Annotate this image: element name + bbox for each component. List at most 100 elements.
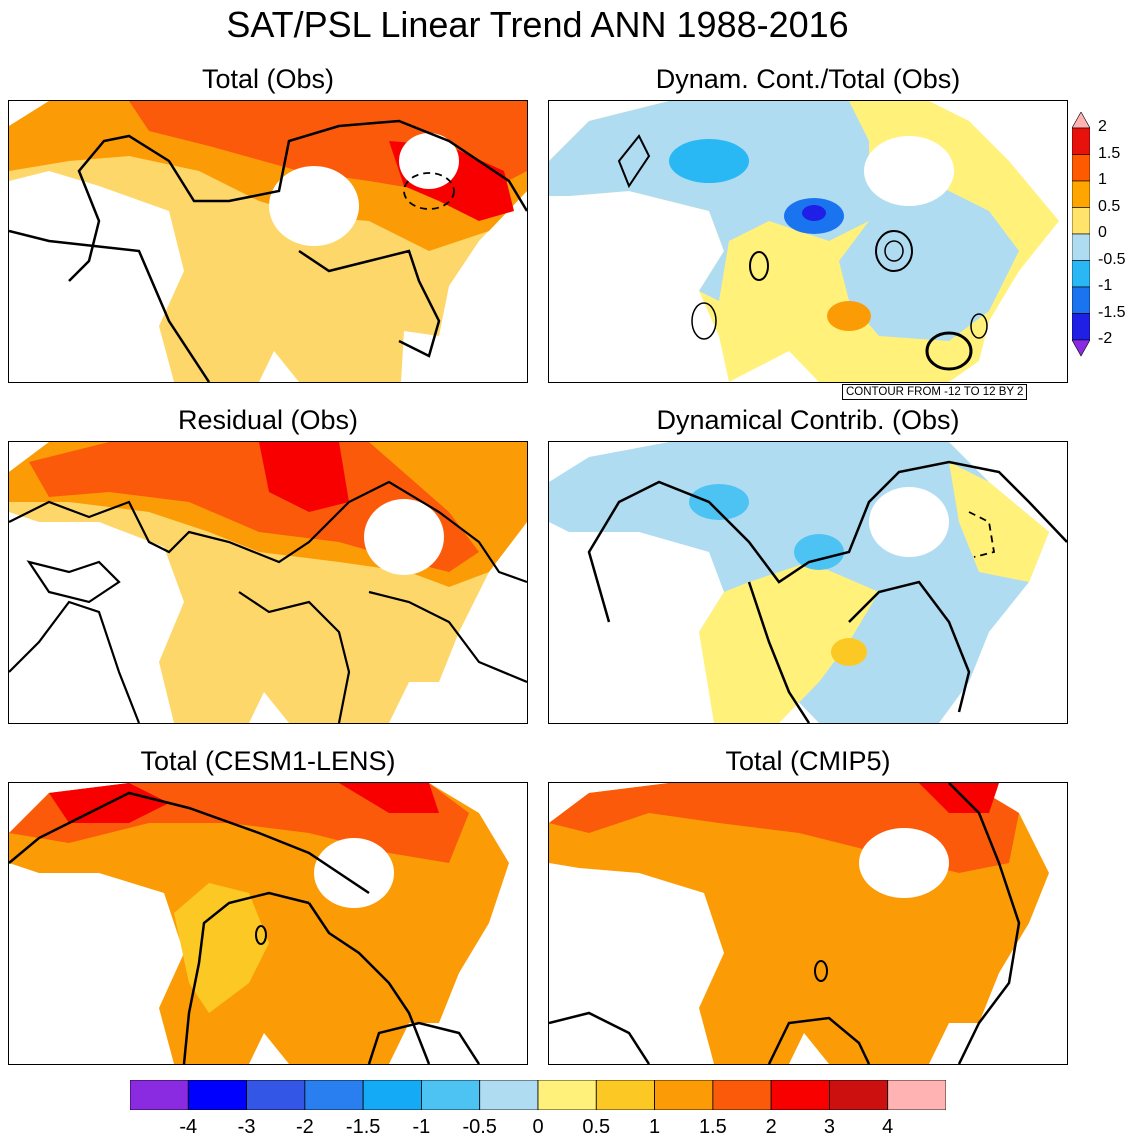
arctic-max <box>339 783 439 813</box>
psl-contour <box>549 1011 651 1064</box>
trend-colorbar-box <box>187 1080 247 1110</box>
figure-title: SAT/PSL Linear Trend ANN 1988-2016 <box>226 4 849 45</box>
ratio-colorbar-label: -0.5 <box>1098 250 1126 268</box>
arctic-max <box>259 442 349 512</box>
psl-contour <box>238 591 351 723</box>
trend-colorbar-box <box>304 1080 364 1110</box>
trend-colorbar-label: -3 <box>237 1116 256 1138</box>
hudson-bay <box>864 136 954 206</box>
psl-contour <box>9 229 211 382</box>
ratio-colorbar-box <box>1072 233 1090 261</box>
psl-contour <box>767 1016 871 1064</box>
psl-contour <box>182 891 310 1064</box>
trend-colorbar-box <box>654 1080 714 1110</box>
hudson-bay <box>364 499 444 575</box>
trend-colorbar-label: -4 <box>179 1116 198 1138</box>
psl-contour-dashed <box>968 511 996 558</box>
trend-colorbar <box>130 1080 946 1110</box>
panel-title-total-lens: Total (CESM1-LENS) <box>140 746 396 776</box>
psl-contour <box>26 560 121 604</box>
map-total-lens <box>8 782 528 1065</box>
trend-colorbar-box <box>887 1080 946 1110</box>
ratio-colorbar <box>1072 112 1090 357</box>
trend-colorbar-box <box>246 1080 306 1110</box>
psl-contour <box>298 249 441 358</box>
psl-contour <box>970 313 988 339</box>
trend-colorbar-label: 0 <box>532 1116 544 1138</box>
trend-colorbar-box <box>537 1080 597 1110</box>
ratio-colorbar-under-triangle <box>1072 339 1090 357</box>
psl-contour <box>368 590 527 684</box>
trend-colorbar-label: -2 <box>295 1116 314 1138</box>
psl-contour <box>9 600 141 723</box>
ratio-colorbar-box <box>1072 180 1090 208</box>
psl-contour <box>749 251 769 281</box>
hudson-bay <box>269 166 359 246</box>
psl-contour <box>9 480 527 584</box>
psl-contour <box>617 134 651 189</box>
ratio-colorbar-box <box>1072 260 1090 288</box>
panel-title-dyn-contrib-obs: Dynamical Contrib. (Obs) <box>656 405 960 435</box>
trend-colorbar-box <box>421 1080 481 1110</box>
contour-note: CONTOUR FROM -12 TO 12 BY 2 <box>842 384 1028 400</box>
northeast-positive <box>949 462 1049 582</box>
trend-colorbar-box <box>829 1080 889 1110</box>
negative-patch <box>794 534 844 570</box>
ratio-colorbar-label: 0.5 <box>1098 197 1121 215</box>
panel-title-total-cmip5: Total (CMIP5) <box>725 746 891 776</box>
psl-contour <box>307 902 431 1064</box>
psl-contour <box>875 230 913 272</box>
negative-patch <box>689 484 749 520</box>
trend-colorbar-box <box>712 1080 772 1110</box>
hudson-bay <box>869 487 949 557</box>
psl-contour <box>747 581 811 723</box>
ratio-colorbar-label: 0 <box>1098 224 1107 241</box>
ratio-colorbar-box <box>1072 313 1090 341</box>
east-us-negative <box>839 161 1019 341</box>
map-residual-obs <box>8 441 528 724</box>
ratio-colorbar-box <box>1072 127 1090 155</box>
psl-contour <box>367 1021 481 1064</box>
psl-contour <box>948 783 1021 1064</box>
psl-contour <box>925 331 973 371</box>
greenland-ice <box>399 133 459 189</box>
ratio-colorbar-label: 1.5 <box>1098 144 1121 162</box>
strongest-negative <box>802 205 826 221</box>
ratio-colorbar-label: -1 <box>1098 277 1113 294</box>
psl-contour <box>587 460 1067 623</box>
psl-contour <box>691 302 717 340</box>
trend-colorbar-label: 4 <box>882 1116 894 1138</box>
west-canada-negative <box>549 101 869 301</box>
psl-contour <box>848 580 971 713</box>
map-dyn-ratio-obs <box>548 100 1068 383</box>
trend-colorbar-label: 3 <box>823 1116 835 1138</box>
trend-colorbar-box <box>770 1080 830 1110</box>
hudson-bay <box>314 838 394 908</box>
panel-title-residual-obs: Residual (Obs) <box>177 405 359 435</box>
trend-colorbar-label: -1 <box>412 1116 431 1138</box>
ratio-colorbar-label: -2 <box>1098 330 1113 347</box>
central-cool-band <box>174 883 269 1013</box>
southwest-positive <box>699 562 879 723</box>
psl-contour <box>814 960 828 982</box>
trend-colorbar-box <box>479 1080 539 1110</box>
trend-colorbar-label: -1.5 <box>345 1116 381 1138</box>
trend-colorbar-box <box>362 1080 422 1110</box>
trend-colorbar-label: 0.5 <box>582 1116 611 1138</box>
map-total-cmip5 <box>548 782 1068 1065</box>
panel-title-dyn-ratio-obs: Dynam. Cont./Total (Obs) <box>655 64 961 94</box>
ratio-colorbar-box <box>1072 154 1090 182</box>
ratio-colorbar-label: -1.5 <box>1098 303 1126 321</box>
trend-colorbar-box <box>595 1080 655 1110</box>
map-total-obs <box>8 100 528 383</box>
ratio-colorbar-box <box>1072 286 1090 314</box>
trend-colorbar-box <box>130 1080 189 1110</box>
hudson-bay <box>859 828 949 898</box>
map-dyn-contrib-obs <box>548 441 1068 724</box>
ratio-colorbar-box <box>1072 207 1090 235</box>
arctic-max <box>919 783 999 813</box>
trend-colorbar-label: -0.5 <box>462 1116 497 1138</box>
psl-contour <box>884 240 904 262</box>
trend-colorbar-label: 1 <box>649 1116 661 1138</box>
strong-negative <box>669 139 749 183</box>
